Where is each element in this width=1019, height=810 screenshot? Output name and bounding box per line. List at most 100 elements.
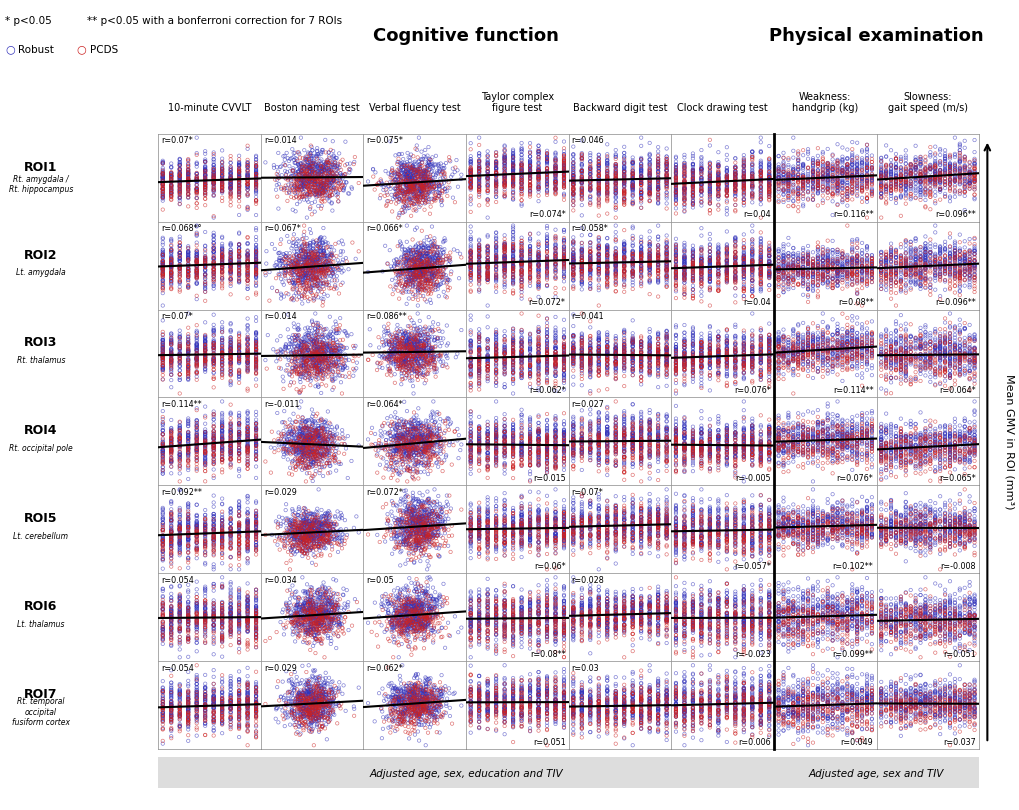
Point xyxy=(471,623,487,636)
Point xyxy=(538,599,554,612)
Point xyxy=(598,353,614,366)
Point xyxy=(649,627,665,640)
Point xyxy=(615,600,632,613)
Point xyxy=(667,445,684,458)
Point xyxy=(301,685,317,698)
Point xyxy=(709,597,726,610)
Point xyxy=(410,508,426,521)
Point xyxy=(222,671,238,684)
Point xyxy=(844,430,860,443)
Point xyxy=(701,539,717,552)
Point xyxy=(649,520,665,533)
Point xyxy=(530,282,546,295)
Point xyxy=(294,274,311,287)
Point xyxy=(304,446,320,459)
Point xyxy=(496,345,513,358)
Point xyxy=(405,349,421,362)
Point xyxy=(607,501,624,514)
Point xyxy=(693,621,709,634)
Point xyxy=(961,530,977,543)
Point xyxy=(926,695,943,708)
Point xyxy=(383,620,399,633)
Point xyxy=(727,447,743,460)
Point xyxy=(248,271,264,284)
Point xyxy=(522,511,538,524)
Point xyxy=(718,172,735,185)
Point xyxy=(530,589,546,602)
Point xyxy=(565,708,581,721)
Point xyxy=(530,639,546,652)
Point xyxy=(411,158,427,171)
Point xyxy=(693,196,709,209)
Point xyxy=(649,705,665,718)
Point xyxy=(676,176,692,189)
Point xyxy=(416,165,432,178)
Point xyxy=(858,346,874,359)
Point xyxy=(393,185,410,198)
Point xyxy=(799,514,815,527)
Point xyxy=(818,333,835,346)
Point xyxy=(305,599,321,612)
Point xyxy=(676,352,692,365)
Point xyxy=(410,250,426,263)
Point xyxy=(752,703,768,716)
Point xyxy=(409,356,425,369)
Point xyxy=(214,343,230,356)
Point xyxy=(565,165,581,178)
Point xyxy=(403,427,419,440)
Point xyxy=(615,692,632,705)
Point xyxy=(590,714,606,727)
Point xyxy=(417,194,433,207)
Point xyxy=(607,356,624,369)
Point xyxy=(409,526,425,539)
Point xyxy=(311,171,327,184)
Point xyxy=(615,708,632,721)
Point xyxy=(582,428,598,441)
Point xyxy=(386,441,403,454)
Point xyxy=(197,697,213,710)
Point xyxy=(487,150,503,163)
Point xyxy=(718,343,735,356)
Point xyxy=(312,699,328,712)
Point xyxy=(522,699,538,712)
Point xyxy=(844,342,860,355)
Point xyxy=(799,433,815,446)
Point xyxy=(300,676,316,689)
Point xyxy=(277,168,293,181)
Point xyxy=(462,175,478,188)
Point xyxy=(931,604,948,617)
Point xyxy=(171,441,187,454)
Point xyxy=(376,689,392,702)
Point xyxy=(911,688,927,701)
Point xyxy=(522,431,538,444)
Point xyxy=(565,187,581,200)
Point xyxy=(530,627,546,640)
Point xyxy=(624,548,640,561)
Point xyxy=(727,676,743,689)
Point xyxy=(633,599,649,612)
Point xyxy=(496,612,513,625)
Point xyxy=(769,428,786,441)
Point xyxy=(892,700,908,713)
Point xyxy=(882,621,899,634)
Point xyxy=(872,438,889,451)
Point xyxy=(426,416,442,428)
Point xyxy=(633,349,649,362)
Point xyxy=(487,149,503,162)
Point xyxy=(312,251,328,264)
Point xyxy=(848,168,864,181)
Point xyxy=(180,716,197,729)
Point xyxy=(814,167,830,180)
Point xyxy=(462,631,478,644)
Point xyxy=(303,600,319,613)
Point xyxy=(530,706,546,719)
Point xyxy=(565,378,581,391)
Point xyxy=(547,358,564,371)
Text: r=0.049: r=0.049 xyxy=(840,738,872,747)
Point xyxy=(916,629,932,642)
Point xyxy=(582,611,598,624)
Point xyxy=(892,436,908,449)
Point xyxy=(946,514,962,526)
Point xyxy=(415,263,431,276)
Point xyxy=(565,420,581,433)
